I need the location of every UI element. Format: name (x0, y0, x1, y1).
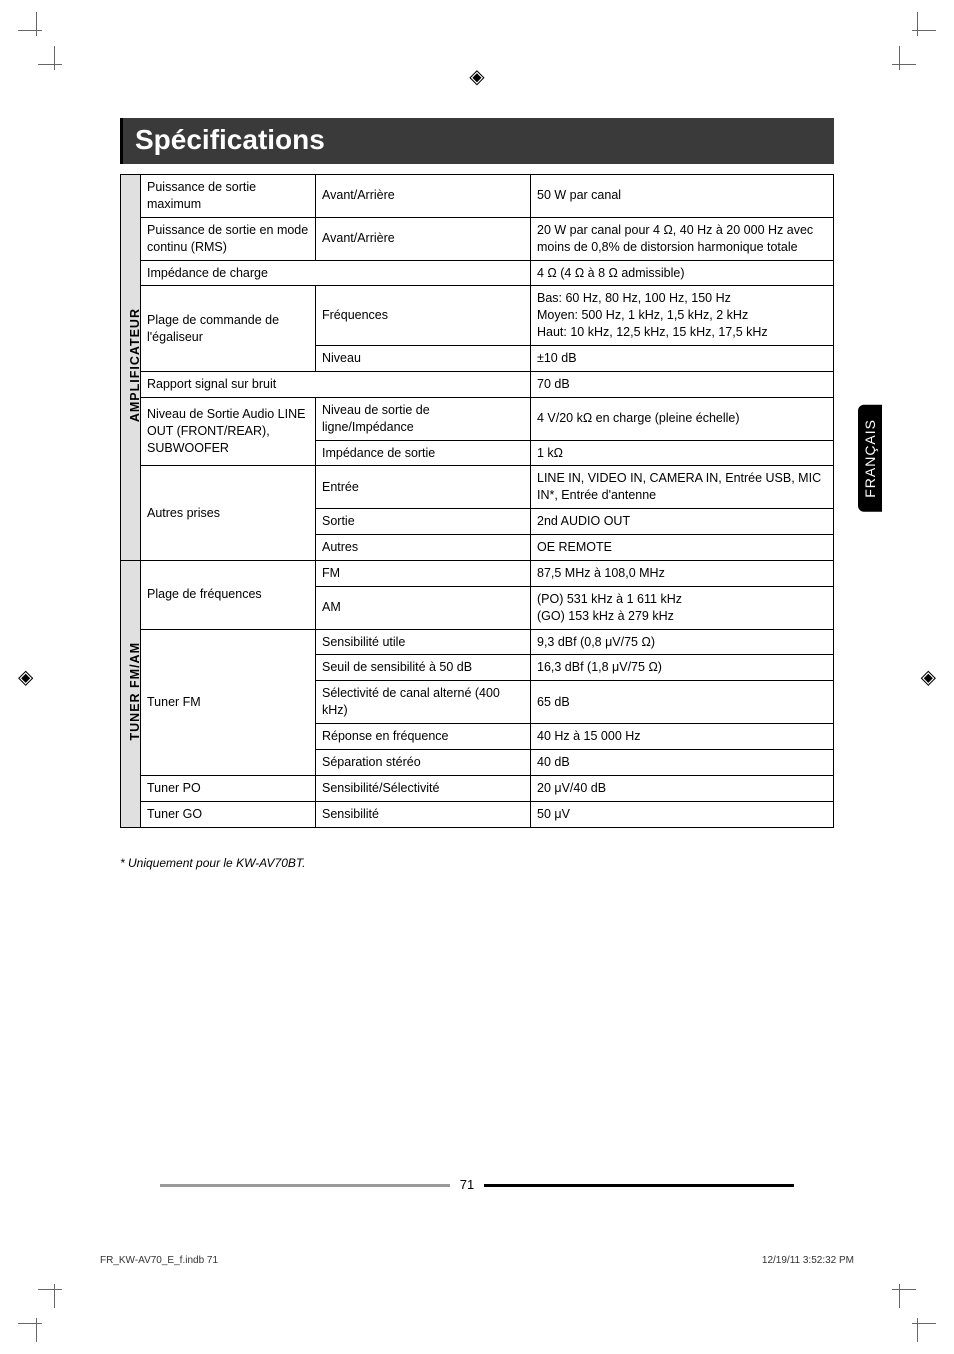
cell: Niveau de sortie de ligne/Impédance (316, 397, 531, 440)
cell: 87,5 MHz à 108,0 MHz (531, 560, 834, 586)
cell: Sensibilité/Sélectivité (316, 775, 531, 801)
cell: 16,3 dBf (1,8 μV/75 Ω) (531, 655, 834, 681)
cell: 2nd AUDIO OUT (531, 509, 834, 535)
cell: Seuil de sensibilité à 50 dB (316, 655, 531, 681)
cell: Entrée (316, 466, 531, 509)
crop-symbol-left: ◈ (18, 665, 33, 690)
cell: Tuner PO (141, 775, 316, 801)
cell: FM (316, 560, 531, 586)
cell: Rapport signal sur bruit (141, 371, 531, 397)
page-number: 71 (454, 1177, 480, 1192)
cell: Sélectivité de canal alterné (400 kHz) (316, 681, 531, 724)
language-tab: FRANÇAIS (858, 405, 882, 512)
crop-symbol-right: ◈ (921, 665, 936, 690)
cell: Impédance de charge (141, 260, 531, 286)
cell: 4 V/20 kΩ en charge (pleine échelle) (531, 397, 834, 440)
cell: 65 dB (531, 681, 834, 724)
footnote: * Uniquement pour le KW-AV70BT. (120, 856, 834, 870)
cell: 40 dB (531, 749, 834, 775)
section-label-amplificateur: AMPLIFICATEUR (121, 175, 141, 561)
cell: Autres (316, 535, 531, 561)
cell: Tuner FM (141, 629, 316, 775)
cell: ±10 dB (531, 346, 834, 372)
footer-filename: FR_KW-AV70_E_f.indb 71 (100, 1255, 218, 1266)
cell: OE REMOTE (531, 535, 834, 561)
cell: Bas: 60 Hz, 80 Hz, 100 Hz, 150 Hz Moyen:… (531, 286, 834, 346)
cell: 4 Ω (4 Ω à 8 Ω admissible) (531, 260, 834, 286)
section-label-text: TUNER FM/AM (127, 642, 144, 741)
cell: Avant/Arrière (316, 175, 531, 218)
cell: Avant/Arrière (316, 217, 531, 260)
cell: Plage de fréquences (141, 560, 316, 629)
section-label-text: AMPLIFICATEUR (127, 308, 144, 422)
cell: Plage de commande de l'égaliseur (141, 286, 316, 372)
cell: 9,3 dBf (0,8 μV/75 Ω) (531, 629, 834, 655)
cell: AM (316, 586, 531, 629)
cell: Puissance de sortie en mode continu (RMS… (141, 217, 316, 260)
page-title: Spécifications (120, 118, 834, 164)
cell: 20 W par canal pour 4 Ω, 40 Hz à 20 000 … (531, 217, 834, 260)
cell: Niveau de Sortie Audio LINE OUT (FRONT/R… (141, 397, 316, 466)
cell: (PO) 531 kHz à 1 611 kHz (GO) 153 kHz à … (531, 586, 834, 629)
cell: Sortie (316, 509, 531, 535)
cell: Autres prises (141, 466, 316, 561)
cell: Fréquences (316, 286, 531, 346)
cell: 20 μV/40 dB (531, 775, 834, 801)
cell: 40 Hz à 15 000 Hz (531, 724, 834, 750)
cell: Niveau (316, 346, 531, 372)
cell: LINE IN, VIDEO IN, CAMERA IN, Entrée USB… (531, 466, 834, 509)
crop-symbol-top: ◈ (469, 64, 484, 89)
cell: Sensibilité utile (316, 629, 531, 655)
spec-table: AMPLIFICATEUR Puissance de sortie maximu… (120, 174, 834, 828)
cell: 50 W par canal (531, 175, 834, 218)
cell: Tuner GO (141, 801, 316, 827)
cell: Réponse en fréquence (316, 724, 531, 750)
cell: 70 dB (531, 371, 834, 397)
cell: 1 kΩ (531, 440, 834, 466)
cell: Sensibilité (316, 801, 531, 827)
cell: Puissance de sortie maximum (141, 175, 316, 218)
section-label-tuner: TUNER FM/AM (121, 560, 141, 827)
page-number-bar: 71 (0, 1177, 954, 1192)
cell: Séparation stéréo (316, 749, 531, 775)
cell: 50 μV (531, 801, 834, 827)
cell: Impédance de sortie (316, 440, 531, 466)
footer-timestamp: 12/19/11 3:52:32 PM (762, 1255, 854, 1266)
